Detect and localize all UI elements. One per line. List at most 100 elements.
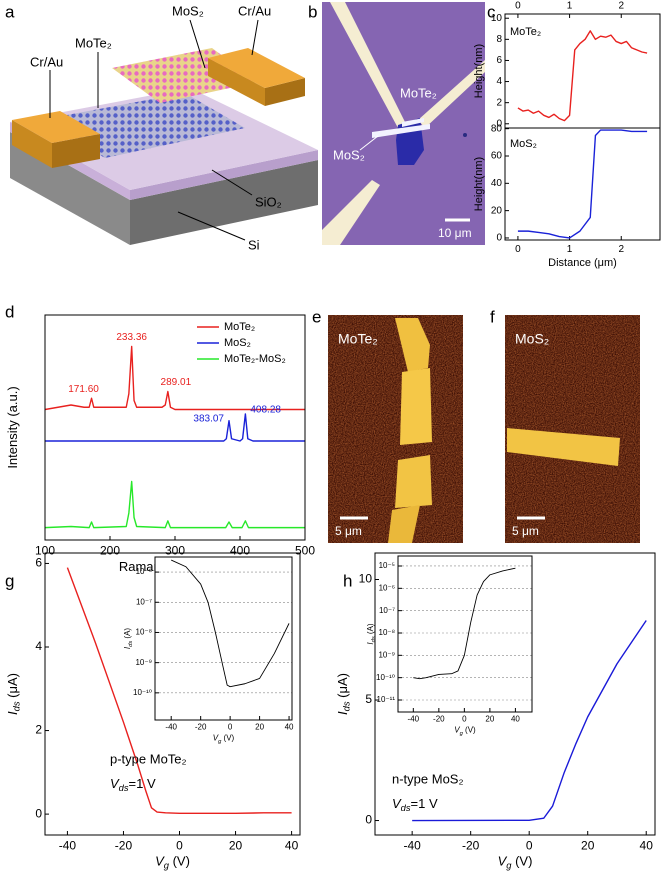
axes-frame	[44, 552, 301, 836]
leader	[189, 19, 206, 69]
axes-frame	[504, 127, 661, 241]
electrode-left-front	[12, 120, 52, 168]
label-part: ds	[342, 701, 352, 711]
panel-label: c	[487, 2, 496, 21]
label-part: (V)	[511, 854, 532, 869]
x-tick-label: 2	[618, 244, 624, 255]
label-part: (A)	[366, 623, 375, 636]
legend-label: MoTe₂-MoS₂	[224, 353, 286, 365]
annotation: n-type MoS₂	[392, 771, 464, 786]
legend-label: MoTe₂	[224, 321, 255, 333]
map-flake	[507, 428, 620, 466]
x-tick-label: -20	[433, 715, 445, 724]
label-part: ds	[12, 701, 22, 711]
label-part: ds	[401, 803, 411, 813]
x-tick-label: 40	[511, 715, 520, 724]
y-tick-label: 0	[365, 813, 372, 827]
y-tick-label: 5	[365, 692, 372, 706]
electrode	[418, 60, 485, 128]
raman-map: MoTe₂ 5 μm	[328, 315, 463, 543]
x-tick-label: 1	[567, 1, 573, 12]
y-tick-label: 10⁻⁷	[136, 597, 152, 606]
raman-map: MoS₂ 5 μm	[505, 315, 640, 543]
x-axis-label: Vg (V)	[454, 726, 476, 737]
x-tick-label: -20	[462, 839, 480, 853]
scale-bar-label: 5 μm	[512, 524, 539, 538]
label-part: (V)	[463, 726, 476, 735]
x-tick-label: 40	[285, 723, 294, 732]
x-axis-label: Distance (μm)	[548, 257, 617, 269]
leader	[359, 135, 379, 151]
x-tick-label: -20	[195, 723, 207, 732]
y-tick-label: 10⁻⁹	[135, 658, 152, 667]
y-tick-label: 6	[496, 55, 502, 66]
data-line	[45, 480, 305, 529]
x-tick-label: -40	[408, 715, 420, 724]
label-part: V	[498, 854, 508, 869]
label-part: I	[335, 711, 350, 715]
y-axis-label: Ids (A)	[366, 623, 377, 645]
x-tick-label: 500	[295, 544, 315, 558]
y-axis-label: Ids (A)	[123, 628, 134, 650]
x-tick-label: 200	[100, 544, 120, 558]
y-tick-label: 10⁻⁶	[379, 583, 395, 592]
y-tick-label: 10⁻¹¹	[377, 695, 396, 704]
x-tick-label: -40	[59, 839, 77, 853]
electrode-right-front	[208, 58, 265, 106]
y-tick-label: 0	[496, 233, 502, 244]
y-tick-label: 4	[35, 639, 42, 653]
label-part: g	[164, 861, 170, 871]
x-tick-label: 0	[462, 715, 467, 724]
x-tick-label: 20	[229, 839, 243, 853]
electrode	[322, 180, 380, 245]
label-part: V	[392, 796, 402, 811]
y-tick-label: 4	[496, 76, 502, 87]
x-axis-label: Vg (V)	[213, 734, 235, 745]
x-tick-label: 0	[176, 839, 183, 853]
map-flake	[388, 505, 420, 543]
axes-frame	[397, 555, 533, 713]
data-line	[45, 413, 305, 442]
x-tick-label: 40	[640, 839, 654, 853]
y-tick-label: 10⁻¹⁰	[376, 673, 395, 682]
x-tick-label: -40	[403, 839, 421, 853]
map-flake	[395, 318, 430, 372]
label-part: V	[213, 734, 219, 743]
x-tick-label: -20	[115, 839, 133, 853]
y-tick-label: 10⁻⁸	[136, 628, 153, 637]
y-tick-label: 0	[496, 118, 502, 129]
panel-label: a	[5, 2, 15, 21]
data-line	[45, 345, 305, 411]
x-tick-label: 0	[515, 244, 521, 255]
y-tick-label: 2	[35, 723, 42, 737]
schematic-label: Si	[248, 237, 260, 252]
label-part: V	[155, 854, 165, 869]
annotation: MoS₂	[510, 138, 537, 150]
y-tick-label: 8	[496, 34, 502, 45]
schematic: Cr/Au MoTe₂ MoS₂ Cr/Au SiO₂ Si	[10, 3, 318, 252]
x-tick-label: 100	[35, 544, 55, 558]
inset-background	[155, 557, 292, 720]
schematic-label: MoTe₂	[75, 35, 112, 50]
y-tick-label: 10⁻⁵	[379, 561, 395, 570]
label-part: ds	[371, 636, 377, 642]
x-tick-label: 0	[526, 839, 533, 853]
schematic-label: Cr/Au	[238, 3, 271, 18]
y-axis-label: Intensity (a.u.)	[5, 386, 20, 468]
label-part: =1 V	[411, 796, 438, 811]
map-label: MoS₂	[515, 331, 549, 347]
label-part: I	[5, 711, 20, 715]
x-tick-label: 40	[285, 839, 299, 853]
label-part: (V)	[221, 734, 234, 743]
electrode-left-side	[52, 134, 100, 168]
y-tick-label: 0	[35, 806, 42, 820]
map-label: MoTe₂	[338, 331, 378, 347]
si-side	[130, 160, 318, 245]
label-part: ds	[128, 641, 134, 647]
label-part: (A)	[123, 628, 132, 641]
map-flake	[400, 368, 432, 445]
electrode-right-side	[265, 78, 305, 106]
y-axis-label: Ids (μA)	[335, 673, 352, 715]
